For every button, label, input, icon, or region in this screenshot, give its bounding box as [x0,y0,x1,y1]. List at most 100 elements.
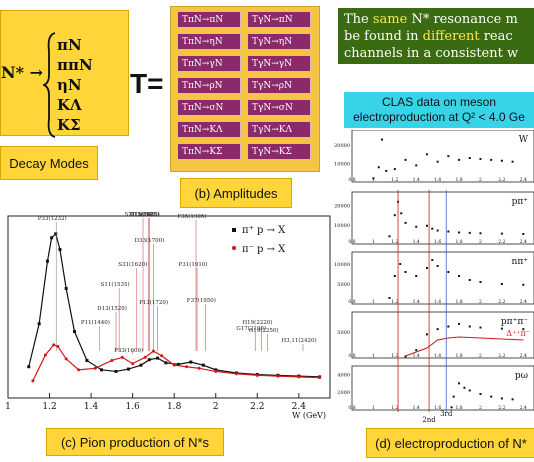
data-point [50,236,54,240]
t-equals: T= [130,68,164,99]
x-tick-label: 2.2 [498,353,505,359]
amp-cell: TγN→ρN [247,77,311,94]
data-point [120,355,124,359]
data-point [393,214,396,217]
data-point [77,368,81,372]
y-tick-label: 5000 [337,282,350,288]
consistency-note: The same N* resonance m be found in diff… [338,8,534,64]
data-point [479,232,482,235]
data-point [404,355,407,358]
data-point [511,160,514,163]
data-point [388,297,391,299]
x-tick-label: 1.2 [391,353,398,359]
x-tick-label: 2.2 [498,299,505,305]
x-tick-label: 2 [479,299,482,305]
amp-cell: TγN→KΣ [247,143,311,160]
data-point [27,365,31,369]
data-point [404,221,407,224]
data-point [425,267,428,269]
data-point [164,361,168,365]
resonance-label: S11(1650) [125,211,154,218]
x-tick-label: 2.4 [520,177,527,183]
x-tick-label: 2 [479,177,482,183]
data-point [388,235,391,238]
y-tick-label: 10000 [334,262,350,268]
resonance-label: F35(1905) [177,213,206,220]
data-point [160,354,164,358]
data-point [31,379,35,383]
pion-production-chart: 1 1.2 1.4 1.6 1.8 2 2.2 2.4W (GeV) π⁺ p → X π⁻ p … [5,211,331,420]
data-point [415,349,418,352]
x-tick-label: 2.2 [498,177,505,183]
resonance-label: S11(1535) [101,281,130,288]
data-point [500,283,503,285]
x-tick-label: 2.2 [498,405,505,411]
amp-cell: TγN→KΛ [247,121,311,138]
amplitudes-caption: (b) Amplitudes [180,178,292,208]
data-point [201,363,205,367]
data-point [110,358,114,362]
data-point [436,229,439,232]
data-point [189,360,193,364]
x-tick-label: 1.4 [413,353,420,359]
data-point [452,395,455,398]
data-point [415,275,418,277]
amp-cell: TπN→KΣ [177,143,241,160]
x-tick-label: 1.8 [455,299,462,305]
data-point [58,247,62,251]
data-point [126,367,130,371]
data-point [156,356,160,360]
data-point [500,397,503,400]
data-point [450,406,453,409]
data-point [54,232,58,236]
x-tick-label: 0.8 [348,353,355,359]
resonance-label: P13(1720) [139,299,168,306]
data-point [214,368,218,372]
x-tick-label: 1.2 [391,239,398,245]
legend-marker-pi-plus [232,228,236,232]
data-point [447,230,450,233]
data-point [500,159,503,162]
x-tick-label: 2.2 [250,402,264,412]
data-point [93,366,97,370]
x-tick-label: 1.6 [434,177,441,183]
amp-cell: TπN→πN [177,11,241,28]
x-tick-label: 1.8 [455,177,462,183]
plot-frame [7,215,331,399]
data-point [479,326,482,329]
data-point [147,358,151,362]
data-point [463,386,466,389]
amp-cell: TγN→γN [247,55,311,72]
x-tick-label: 2 [479,353,482,359]
x-tick-label: 2.4 [520,405,527,411]
resonance-label: H19(2220) [242,319,272,326]
x-tick-label: 0.8 [348,177,355,183]
x-tick-label: 1 [372,405,375,411]
data-point [479,393,482,395]
data-point [458,275,461,277]
x-tick-label: 1.4 [413,177,420,183]
x-tick-label: 1 [372,353,375,359]
delta-series-line [405,336,524,357]
y-tick-label: 20000 [334,143,350,149]
highlight-same: same [372,12,408,27]
series-line-pi-plus [28,232,320,378]
data-point [72,330,76,334]
panel-label: pπ⁺π⁻ [501,317,528,327]
panel-label: pπ⁺ [512,197,529,207]
resonance-label: G17(2190) [236,325,266,332]
x-tick-label: 1.2 [391,299,398,305]
data-point [500,232,503,235]
data-point [479,281,482,283]
data-point [372,177,375,180]
data-point [468,231,471,234]
data-point [385,169,388,172]
data-point [447,325,450,328]
data-point [114,369,118,373]
data-point [399,263,402,265]
data-point [500,327,503,330]
x-tick-label: 2.4 [520,299,527,305]
x-tick-label: 1.4 [84,402,99,412]
x-tick-label: 1.6 [434,353,441,359]
x-tick-label: 1 [372,177,375,183]
